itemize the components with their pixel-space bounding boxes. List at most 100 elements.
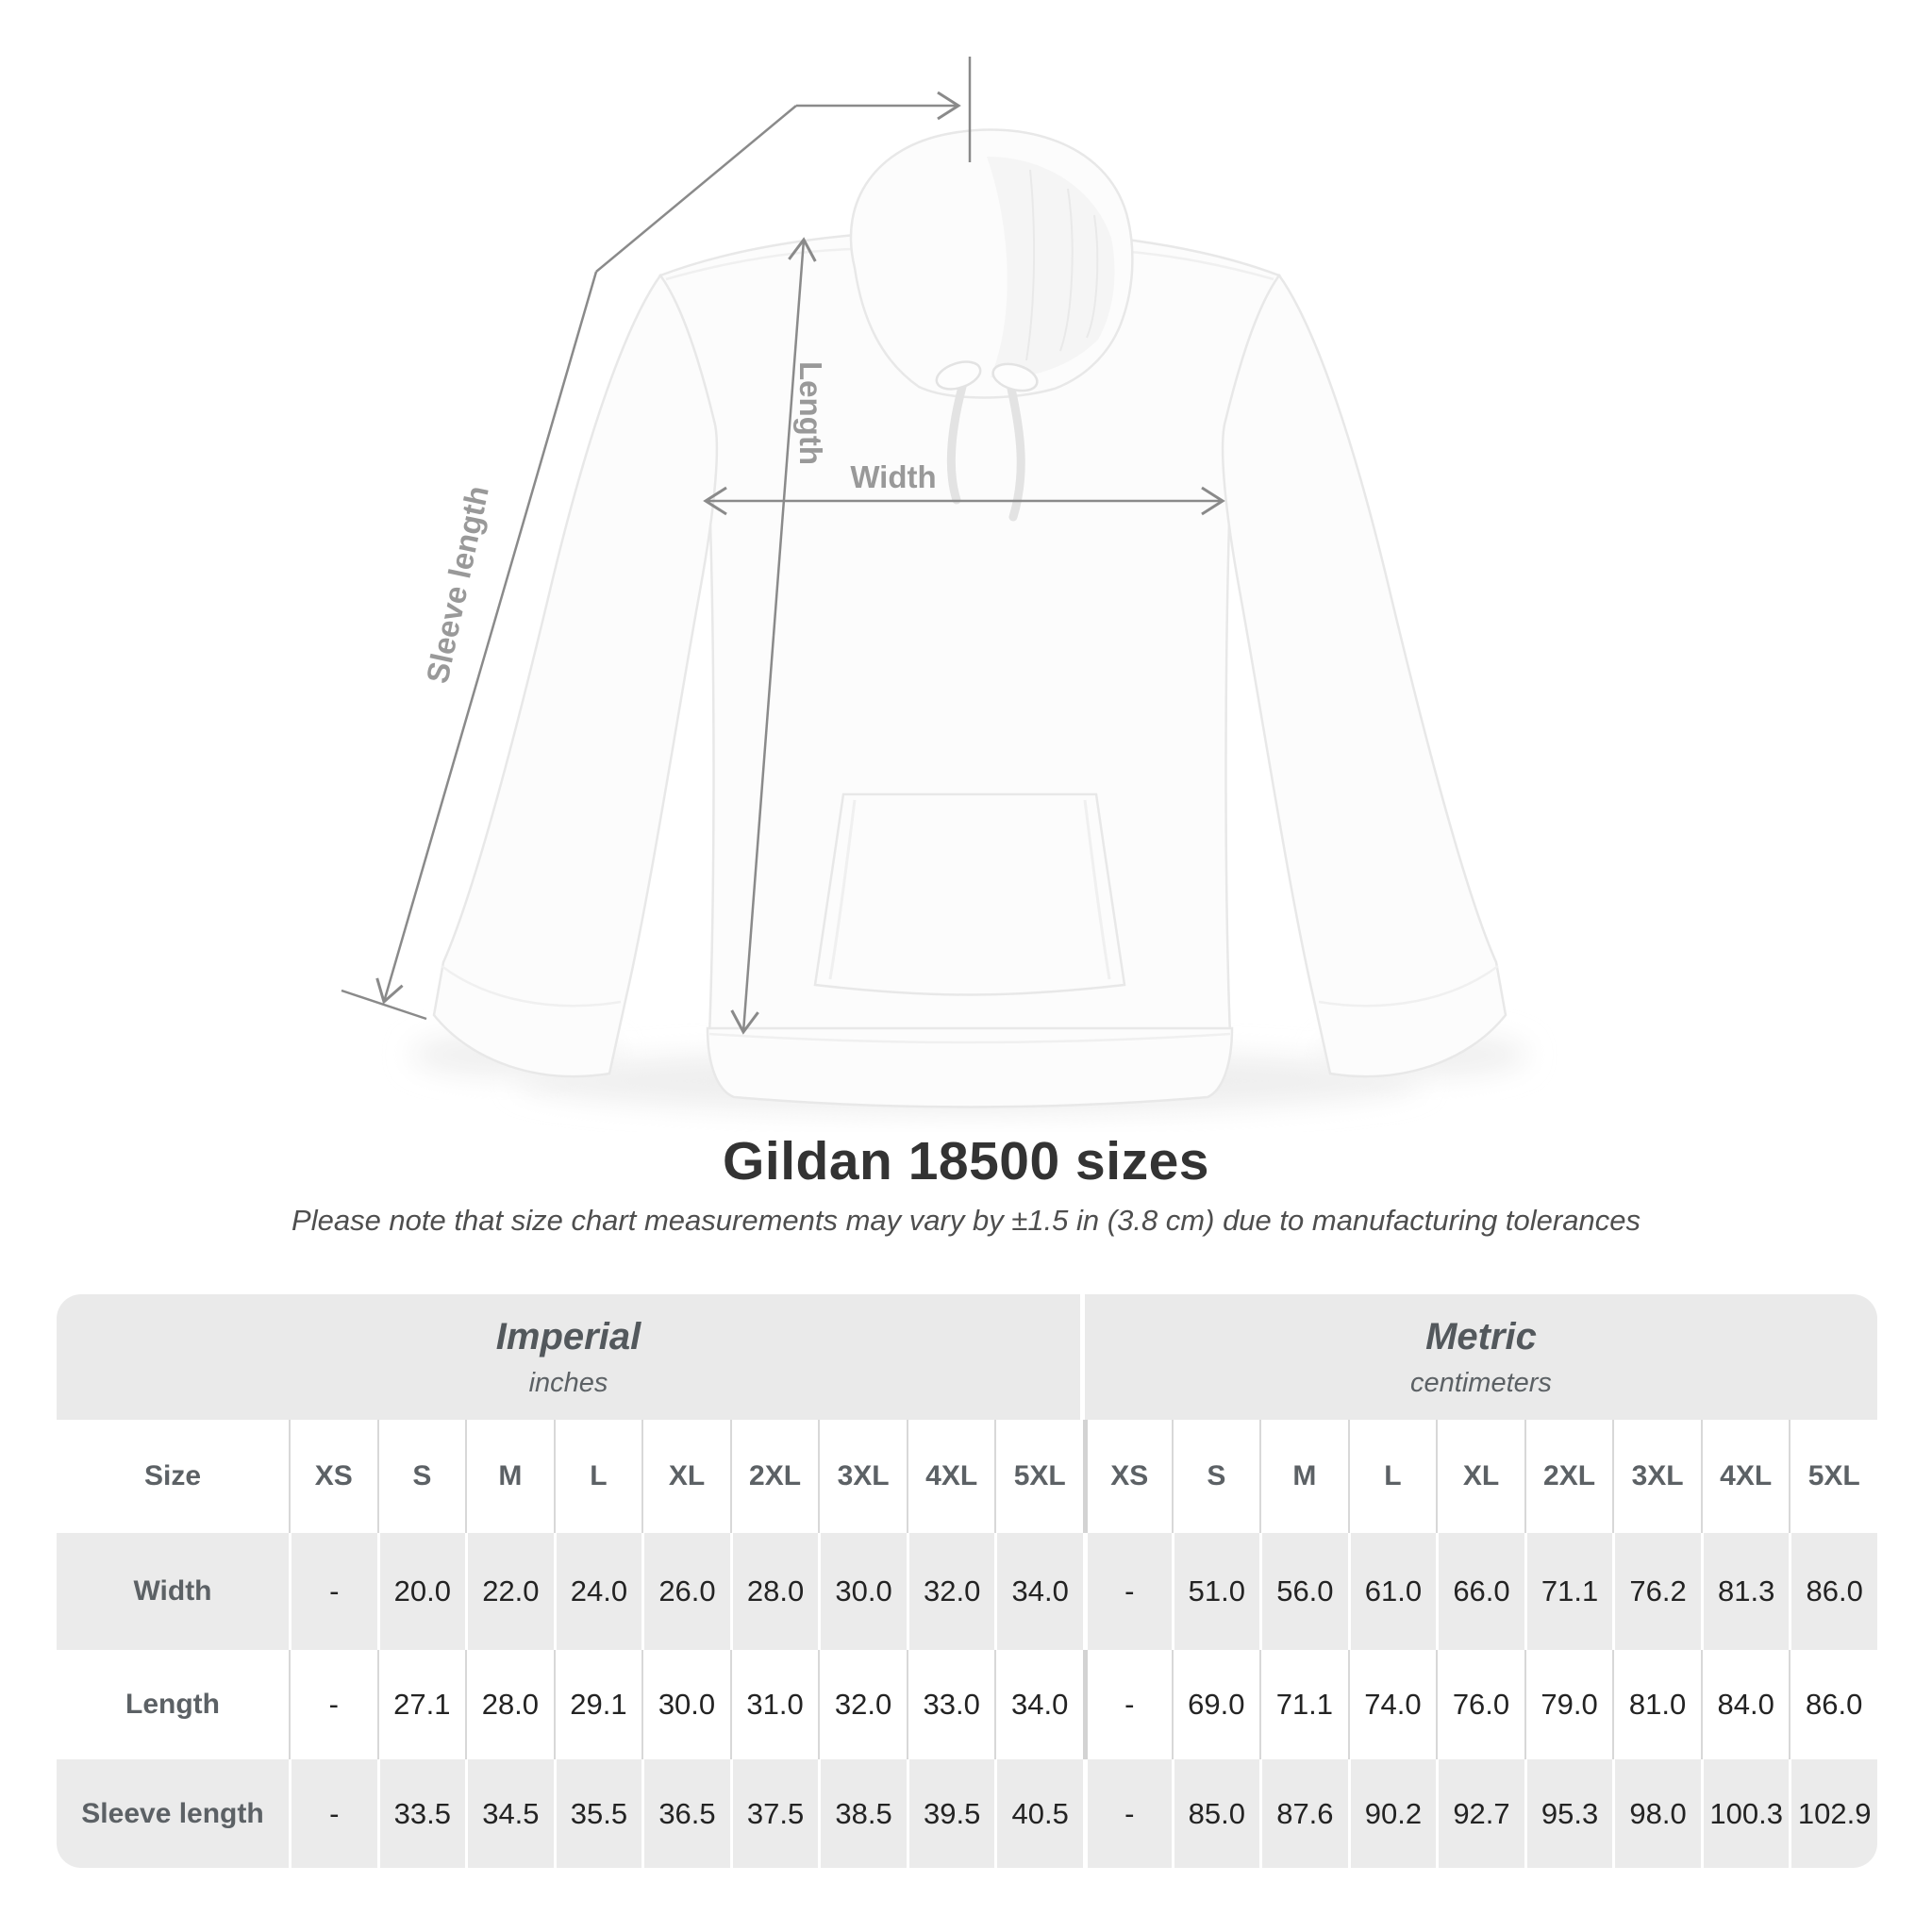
page-title: Gildan 18500 sizes xyxy=(723,1131,1209,1191)
row-label-width: Width xyxy=(57,1533,289,1650)
table-cell: 81.3 xyxy=(1700,1533,1790,1650)
length-arrow xyxy=(730,237,817,1035)
table-cell: 76.2 xyxy=(1612,1533,1701,1650)
table-cell: 79.0 xyxy=(1524,1650,1613,1759)
table-cell: 30.0 xyxy=(818,1533,907,1650)
sleeve-length-arrow xyxy=(341,57,972,1021)
metric-header: Metric centimeters xyxy=(1085,1294,1877,1420)
size-header: 2XL xyxy=(1524,1420,1613,1533)
table-cell: 20.0 xyxy=(376,1533,466,1650)
imperial-header: Imperial inches xyxy=(57,1294,1080,1420)
table-cell: 100.3 xyxy=(1700,1759,1790,1868)
table-cell: 30.0 xyxy=(641,1650,730,1759)
table-cell: - xyxy=(289,1759,377,1868)
imperial-unit: inches xyxy=(528,1367,608,1398)
table-cell: - xyxy=(289,1650,377,1759)
table-cell: 81.0 xyxy=(1612,1650,1701,1759)
table-cell: 61.0 xyxy=(1347,1533,1437,1650)
table-cell: 84.0 xyxy=(1700,1650,1790,1759)
size-header: L xyxy=(553,1420,642,1533)
table-cell: 66.0 xyxy=(1436,1533,1524,1650)
size-header: M xyxy=(465,1420,554,1533)
table-cell: 74.0 xyxy=(1347,1650,1437,1759)
table-cell: 39.5 xyxy=(906,1759,995,1868)
table-cell: 33.5 xyxy=(376,1759,466,1868)
table-cell: - xyxy=(1083,1759,1172,1868)
table-cell: 34.0 xyxy=(994,1650,1083,1759)
size-header: S xyxy=(376,1420,466,1533)
table-cell: 51.0 xyxy=(1171,1533,1260,1650)
table-cell: 34.5 xyxy=(465,1759,554,1868)
table-cell: 87.6 xyxy=(1259,1759,1348,1868)
size-header: 4XL xyxy=(1700,1420,1790,1533)
size-grid: Size XS S M L XL 2XL 3XL 4XL 5XL XS S M … xyxy=(57,1420,1877,1868)
table-cell: 86.0 xyxy=(1789,1650,1877,1759)
hood-gathers xyxy=(1025,169,1099,361)
table-cell: 85.0 xyxy=(1171,1759,1260,1868)
imperial-title: Imperial xyxy=(495,1315,641,1357)
table-cell: 98.0 xyxy=(1612,1759,1701,1868)
table-cell: 56.0 xyxy=(1259,1533,1348,1650)
table-cell: - xyxy=(289,1533,377,1650)
hoodie-right-sleeve xyxy=(1221,273,1507,1078)
table-cell: 28.0 xyxy=(465,1650,554,1759)
metric-unit: centimeters xyxy=(1410,1367,1552,1398)
size-table: Imperial inches Metric centimeters Size … xyxy=(57,1294,1877,1868)
table-cell: 95.3 xyxy=(1524,1759,1613,1868)
table-cell: 28.0 xyxy=(729,1533,819,1650)
table-cell: 86.0 xyxy=(1789,1533,1877,1650)
table-cell: 71.1 xyxy=(1524,1533,1613,1650)
table-cell: 24.0 xyxy=(553,1533,642,1650)
size-header: 3XL xyxy=(818,1420,907,1533)
size-header: L xyxy=(1347,1420,1437,1533)
row-label-sleeve-length: Sleeve length xyxy=(57,1759,289,1868)
table-cell: 90.2 xyxy=(1347,1759,1437,1868)
table-cell: 32.0 xyxy=(906,1533,995,1650)
table-cell: 71.1 xyxy=(1259,1650,1348,1759)
table-cell: 37.5 xyxy=(729,1759,819,1868)
table-cell: 92.7 xyxy=(1436,1759,1524,1868)
size-header: XL xyxy=(1436,1420,1524,1533)
table-cell: - xyxy=(1083,1650,1172,1759)
table-cell: 33.0 xyxy=(906,1650,995,1759)
unit-header-band: Imperial inches Metric centimeters xyxy=(57,1294,1877,1420)
table-cell: 35.5 xyxy=(553,1759,642,1868)
size-header: 5XL xyxy=(994,1420,1083,1533)
hoodie-seams xyxy=(441,247,1499,1044)
size-header: M xyxy=(1259,1420,1348,1533)
page-subtitle: Please note that size chart measurements… xyxy=(291,1204,1641,1237)
size-header: XL xyxy=(641,1420,730,1533)
size-col-header: Size xyxy=(143,1460,202,1491)
table-cell: 76.0 xyxy=(1436,1650,1524,1759)
table-cell: 102.9 xyxy=(1789,1759,1877,1868)
hoodie-pocket xyxy=(813,792,1126,996)
size-header: XS xyxy=(1083,1420,1172,1533)
table-cell: 22.0 xyxy=(465,1533,554,1650)
table-cell: - xyxy=(1083,1533,1172,1650)
pocket-slits xyxy=(828,799,1111,980)
hoodie-measurement-diagram: Length Width Sleeve length xyxy=(341,57,1528,1113)
width-label: Width xyxy=(850,459,936,494)
table-cell: 38.5 xyxy=(818,1759,907,1868)
size-header: 3XL xyxy=(1612,1420,1701,1533)
size-header: 5XL xyxy=(1789,1420,1877,1533)
table-cell: 27.1 xyxy=(376,1650,466,1759)
size-header: XS xyxy=(289,1420,377,1533)
hoodie-illustration xyxy=(432,128,1507,1108)
length-label: Length xyxy=(793,361,828,465)
table-cell: 32.0 xyxy=(818,1650,907,1759)
row-label-length: Length xyxy=(125,1689,220,1720)
size-header: 2XL xyxy=(729,1420,819,1533)
hood-interior xyxy=(987,157,1115,378)
hoodie-left-sleeve xyxy=(432,273,719,1078)
table-cell: 69.0 xyxy=(1171,1650,1260,1759)
table-cell: 29.1 xyxy=(553,1650,642,1759)
hoodie-hem xyxy=(706,1026,1234,1108)
size-header: 4XL xyxy=(906,1420,995,1533)
hoodie-drawstrings xyxy=(935,360,1039,522)
metric-title: Metric xyxy=(1425,1315,1537,1357)
table-cell: 26.0 xyxy=(641,1533,730,1650)
table-cell: 40.5 xyxy=(994,1759,1083,1868)
size-header: S xyxy=(1171,1420,1260,1533)
